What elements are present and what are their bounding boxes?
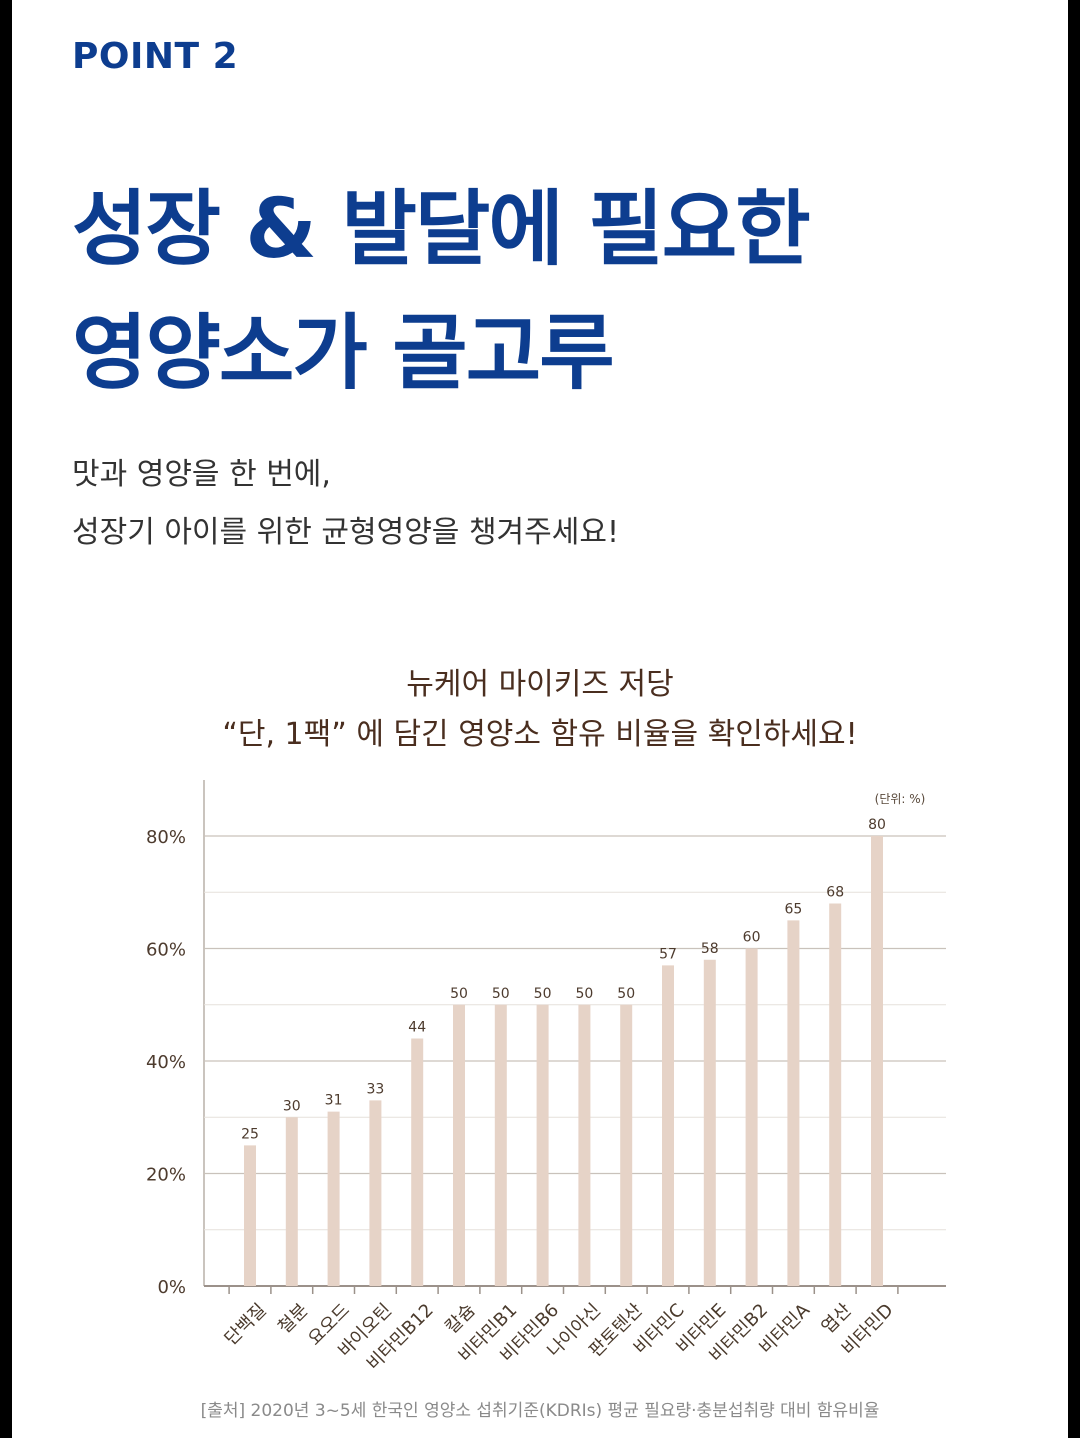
headline-line-2: 영양소가 골고루 [72, 306, 615, 401]
value-label: 30 [283, 1098, 301, 1114]
y-tick-label: 40% [146, 1052, 186, 1073]
bar-7 [536, 1004, 549, 1286]
value-label: 31 [325, 1093, 343, 1109]
value-label: 65 [784, 901, 802, 917]
y-tick-label: 20% [146, 1165, 186, 1186]
value-label: 33 [366, 1081, 384, 1097]
value-label: 50 [450, 986, 468, 1002]
subtext: 맛과 영양을 한 번에, 성장기 아이를 위한 균형영양을 챙겨주세요! [72, 446, 619, 562]
chart-title-line-2: “단, 1팩” 에 담긴 영양소 함유 비율을 확인하세요! [222, 717, 858, 752]
left-border [0, 0, 12, 1438]
value-label: 50 [534, 986, 552, 1002]
point-label: POINT 2 [72, 36, 239, 77]
bar-12 [745, 948, 758, 1286]
bar-chart: 0%20%40%60%80%(단위: %)25단백질30철분31요오드33바이오… [146, 780, 946, 1375]
bar-0 [244, 1145, 256, 1286]
value-label: 50 [575, 986, 593, 1002]
y-tick-label: 60% [146, 940, 186, 961]
bar-5 [453, 1004, 465, 1286]
category-label: 단백질 [221, 1300, 271, 1350]
value-label: 44 [408, 1020, 426, 1036]
bar-10 [662, 965, 674, 1286]
bar-4 [411, 1038, 424, 1286]
subtext-line-1: 맛과 영양을 한 번에, [72, 457, 331, 492]
value-label: 80 [868, 817, 886, 833]
y-tick-label: 80% [146, 827, 186, 848]
value-label: 60 [743, 930, 761, 946]
bar-3 [369, 1100, 382, 1286]
bar-9 [620, 1004, 633, 1286]
unit-note: (단위: %) [875, 792, 926, 806]
right-border [1068, 0, 1080, 1438]
chart-title-line-1: 뉴케어 마이키즈 저당 [406, 667, 674, 702]
bar-1 [285, 1117, 298, 1286]
value-label: 57 [659, 946, 677, 962]
y-tick-label: 0% [157, 1277, 186, 1298]
bar-8 [578, 1004, 591, 1286]
subtext-line-2: 성장기 아이를 위한 균형영양을 챙겨주세요! [72, 515, 619, 550]
bar-6 [494, 1004, 507, 1286]
bar-15 [871, 836, 883, 1286]
bar-2 [327, 1111, 340, 1286]
source-note: [출처] 2020년 3~5세 한국인 영양소 섭취기준(KDRIs) 평균 필… [200, 1401, 880, 1421]
value-label: 58 [701, 941, 719, 957]
chart-title: 뉴케어 마이키즈 저당 “단, 1팩” 에 담긴 영양소 함유 비율을 확인하세… [0, 660, 1080, 760]
headline: 성장 & 발달에 필요한 영양소가 골고루 [72, 168, 811, 416]
value-label: 50 [492, 986, 510, 1002]
bar-14 [829, 903, 842, 1286]
value-label: 25 [241, 1126, 259, 1142]
value-label: 50 [617, 986, 635, 1002]
value-label: 68 [826, 885, 844, 901]
bar-13 [787, 920, 800, 1286]
bar-11 [703, 959, 716, 1286]
headline-line-1: 성장 & 발달에 필요한 [72, 182, 811, 277]
